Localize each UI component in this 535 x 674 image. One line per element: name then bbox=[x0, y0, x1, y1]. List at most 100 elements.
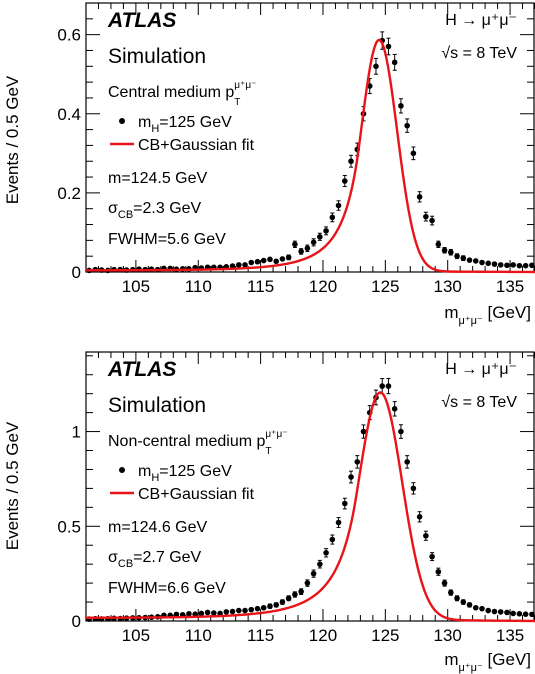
data-point bbox=[416, 514, 423, 520]
data-point bbox=[385, 43, 392, 50]
data-point bbox=[260, 257, 267, 264]
data-point bbox=[385, 383, 392, 389]
data-point bbox=[341, 500, 348, 507]
data-point bbox=[472, 604, 479, 611]
data-point bbox=[304, 245, 311, 252]
data-point bbox=[485, 260, 492, 267]
data-point bbox=[510, 262, 516, 268]
data-point bbox=[310, 570, 317, 577]
process-label: H → μ⁺μ⁻ bbox=[445, 361, 517, 378]
category-text: Non-central medium p bbox=[108, 433, 266, 450]
category-label: Central medium pμ⁺μ⁻ bbox=[108, 80, 256, 101]
data-point bbox=[267, 603, 273, 610]
data-point bbox=[310, 239, 317, 246]
data-point bbox=[460, 599, 467, 605]
data-point bbox=[441, 580, 448, 586]
x-tick-label: 130 bbox=[434, 277, 462, 296]
x-tick-label: 115 bbox=[247, 626, 274, 645]
data-point bbox=[192, 611, 198, 617]
data-point bbox=[373, 63, 379, 70]
data-point bbox=[398, 428, 404, 435]
fit-mean: m=124.5 GeV bbox=[108, 170, 208, 187]
x-tick-label: 120 bbox=[309, 277, 337, 296]
data-point bbox=[285, 595, 292, 602]
x-axis-label: mμ⁺μ⁻ [GeV] bbox=[444, 650, 531, 674]
data-point bbox=[242, 607, 248, 614]
data-point bbox=[292, 591, 298, 598]
x-tick-label: 125 bbox=[371, 626, 399, 645]
x-tick-label: 105 bbox=[122, 277, 150, 296]
data-point bbox=[404, 122, 410, 129]
data-point bbox=[504, 262, 510, 269]
legend-points-symbol: m bbox=[138, 114, 151, 131]
x-axis-label-subscript: μ⁺μ⁻ bbox=[459, 315, 483, 327]
y-tick-label: 0 bbox=[72, 263, 81, 282]
data-point bbox=[173, 611, 180, 618]
data-point bbox=[504, 609, 510, 616]
legend-points-label: mH=125 GeV bbox=[138, 463, 232, 484]
data-point bbox=[235, 262, 242, 268]
data-point bbox=[298, 248, 304, 255]
data-point bbox=[279, 256, 286, 262]
x-axis-label-subscript: μ⁺μ⁻ bbox=[459, 662, 483, 674]
data-point bbox=[348, 158, 354, 165]
y-tick-label: 0.2 bbox=[57, 184, 81, 203]
data-point bbox=[416, 194, 423, 200]
data-point bbox=[229, 263, 236, 269]
data-point bbox=[391, 59, 398, 66]
data-point bbox=[391, 406, 398, 412]
x-axis-label-unit: [GeV] bbox=[483, 650, 531, 669]
data-point bbox=[410, 150, 417, 157]
data-point bbox=[423, 532, 429, 539]
fit-mean: m=124.6 GeV bbox=[108, 519, 208, 536]
data-point bbox=[279, 599, 286, 605]
x-tick-label: 135 bbox=[496, 277, 524, 296]
data-point bbox=[448, 249, 454, 256]
data-point bbox=[398, 103, 404, 109]
fit-curve bbox=[86, 38, 535, 274]
legend-marker-points bbox=[119, 118, 125, 124]
data-point bbox=[435, 241, 442, 248]
data-point bbox=[485, 607, 492, 614]
experiment-label: ATLAS bbox=[107, 358, 176, 381]
legend-points-subscript: H bbox=[151, 472, 159, 484]
data-point bbox=[429, 553, 435, 560]
x-tick-label: 105 bbox=[122, 626, 150, 645]
y-tick-label: 0.4 bbox=[57, 105, 81, 124]
data-point bbox=[454, 595, 460, 602]
data-point bbox=[423, 213, 429, 220]
x-tick-label: 130 bbox=[434, 626, 462, 645]
data-point bbox=[317, 561, 323, 567]
legend-points-value: =125 GeV bbox=[159, 114, 232, 131]
legend-marker-points bbox=[119, 467, 125, 473]
fit-sigma: σCB=2.3 GeV bbox=[108, 200, 202, 221]
data-point bbox=[516, 262, 523, 269]
category-superscript: μ⁺μ⁻ bbox=[265, 429, 287, 440]
data-point bbox=[198, 610, 205, 617]
data-point bbox=[186, 611, 192, 617]
data-point bbox=[429, 217, 435, 224]
data-point bbox=[448, 589, 454, 596]
data-point bbox=[254, 605, 261, 612]
legend-points-subscript: H bbox=[151, 123, 159, 135]
data-point bbox=[285, 254, 292, 261]
data-point bbox=[529, 262, 535, 269]
chart-panel-2: 105 110 115 120 125 130 135 0 0.5 1 Events / 0.5 G… bbox=[3, 351, 535, 674]
data-point bbox=[323, 228, 329, 234]
data-point bbox=[204, 609, 211, 616]
data-point bbox=[273, 602, 280, 608]
fit-curve bbox=[86, 391, 535, 623]
data-point bbox=[304, 580, 311, 586]
data-point bbox=[510, 610, 516, 617]
data-point bbox=[323, 550, 329, 556]
data-point bbox=[254, 258, 261, 265]
fit-sigma-value: =2.3 GeV bbox=[133, 200, 201, 217]
x-axis-label: mμ⁺μ⁻ [GeV] bbox=[444, 303, 531, 327]
legend-points-label: mH=125 GeV bbox=[138, 114, 232, 135]
data-point bbox=[522, 262, 529, 269]
data-point bbox=[479, 605, 485, 612]
y-tick-label: 0 bbox=[72, 612, 81, 631]
data-point bbox=[298, 588, 304, 595]
x-tick-label: 110 bbox=[185, 277, 212, 296]
x-tick-label: 115 bbox=[247, 277, 274, 296]
